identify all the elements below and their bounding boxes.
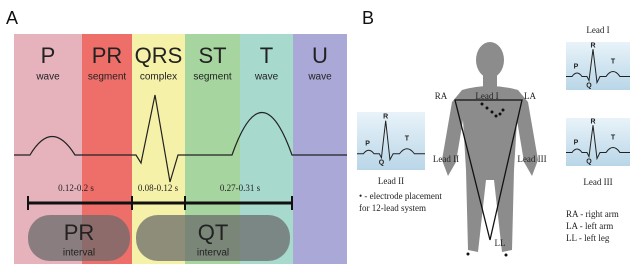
segment-name: ST: [198, 43, 226, 68]
wave-letter: P: [365, 141, 370, 148]
note-text: • - electrode placement: [359, 191, 442, 201]
trace-title: Lead I: [586, 25, 609, 35]
segment-name: P: [41, 43, 56, 68]
wave-letter: T: [405, 136, 410, 143]
lead-label: Lead I: [475, 91, 498, 101]
segment-sub: segment: [88, 72, 127, 83]
wave-letter: T: [611, 58, 616, 65]
wave-letter: Q: [379, 160, 385, 167]
segment-sub: wave: [35, 72, 60, 83]
wave-letter: R: [590, 43, 595, 50]
electrode-label: RA: [435, 91, 448, 101]
wave-letter: P: [574, 63, 579, 70]
duration-label: 0.27-0.31 s: [220, 183, 261, 193]
wave-letter: Q: [586, 82, 592, 89]
wave-letter: P: [574, 139, 579, 146]
electrode-label: LL: [495, 238, 506, 248]
segment-sub: wave: [307, 72, 332, 83]
segment-name: PR: [92, 43, 123, 68]
legend-text: RA - right arm: [566, 209, 619, 219]
wave-letter: Q: [586, 158, 592, 165]
segment-name: QRS: [135, 43, 183, 68]
interval-name: QT: [198, 220, 229, 245]
trace-title: Lead II: [378, 176, 404, 186]
interval-sub: interval: [63, 248, 95, 259]
panel-b: B RA LA LL Lead I Lead II Lead III Lead I P Q R T L…: [357, 8, 630, 257]
duration-label: 0.08-0.12 s: [138, 183, 179, 193]
lead-label: Lead II: [433, 154, 459, 164]
legend-text: LL - left leg: [566, 233, 610, 243]
segment-sub: segment: [193, 72, 232, 83]
wave-letter: R: [383, 113, 388, 120]
segment-sub: complex: [140, 72, 177, 83]
interval-name: PR: [64, 220, 95, 245]
electrode-label: LA: [524, 91, 536, 101]
duration-label: 0.12-0.2 s: [58, 183, 94, 193]
trace-title: Lead III: [583, 177, 612, 187]
figure: A PwavePRsegmentQRScomplexSTsegmentTwave…: [0, 0, 632, 267]
segment-column: [293, 34, 347, 264]
note-text: for 12-lead system: [359, 203, 426, 213]
panel-label: B: [362, 8, 374, 28]
segment-sub: wave: [254, 72, 279, 83]
legend-text: LA - left arm: [566, 221, 613, 231]
segment-name: U: [312, 43, 328, 68]
segment-name: T: [260, 43, 273, 68]
interval-sub: interval: [197, 248, 229, 259]
lead-label: Lead III: [517, 154, 546, 164]
wave-letter: R: [590, 119, 595, 126]
body-silhouette: [442, 42, 538, 252]
panel-label: A: [6, 8, 18, 28]
wave-letter: T: [611, 134, 616, 141]
